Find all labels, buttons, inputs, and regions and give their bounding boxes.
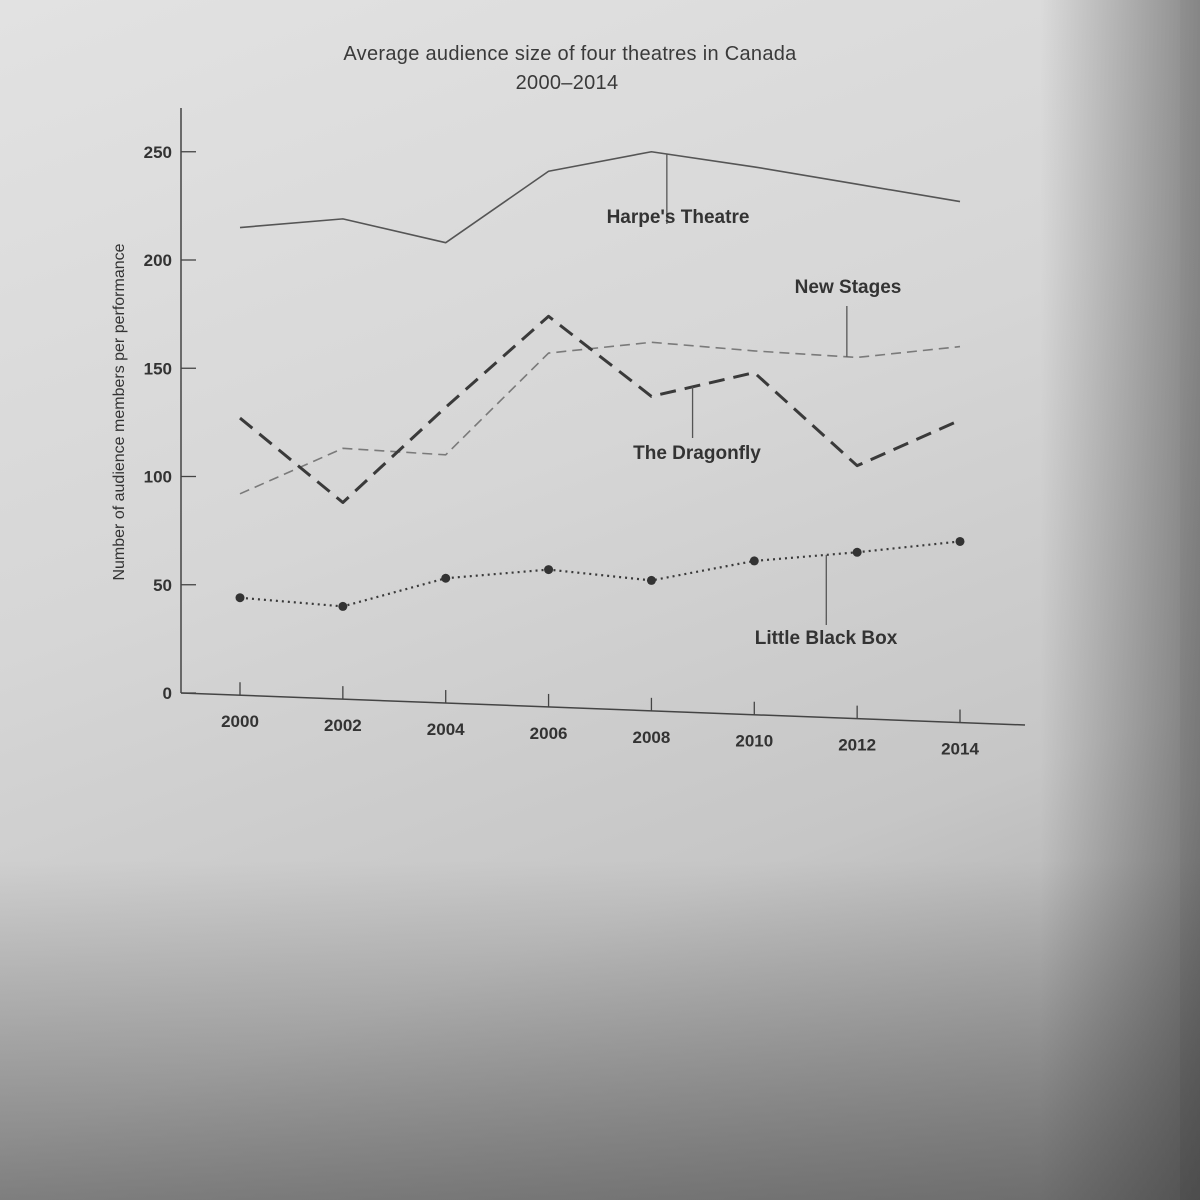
y-tick-label: 100 [144, 468, 172, 487]
x-tick-label: 2004 [427, 720, 465, 739]
data-point [749, 556, 759, 566]
series-line-0 [239, 150, 961, 244]
data-point [955, 536, 965, 546]
data-point [852, 547, 862, 557]
series-label: New Stages [795, 277, 902, 298]
y-tick-label: 200 [144, 251, 172, 270]
x-tick-label: 2010 [735, 732, 773, 751]
x-tick-label: 2002 [324, 716, 362, 735]
bottom-shadow [0, 860, 1200, 1200]
axes: 0 50 100 150 200 250 2000 2002 2004 2006 2008 2010 2… [144, 108, 1026, 759]
data-point [544, 565, 554, 575]
series-layer [235, 150, 965, 611]
y-tick-label: 50 [153, 576, 172, 595]
x-tick-label: 2014 [941, 740, 979, 759]
series-line-3 [239, 540, 961, 608]
x-tick-label: 2008 [633, 728, 671, 747]
y-axis-title: Number of audience members per performan… [111, 243, 128, 580]
data-point [441, 573, 451, 583]
data-point [338, 601, 348, 611]
series-line-2 [239, 314, 961, 504]
x-tick-label: 2012 [838, 736, 876, 755]
series-label: The Dragonfly [633, 443, 761, 464]
series-labels: Harpe's Theatre New Stages The Dragonfly Li… [607, 154, 902, 649]
y-tick-label: 0 [163, 684, 172, 703]
series-label: Little Black Box [755, 628, 898, 649]
y-tick-label: 250 [144, 143, 172, 162]
y-tick-label: 150 [144, 359, 172, 378]
x-tick-label: 2000 [221, 712, 259, 731]
chart-title: Average audience size of four theatres i… [343, 43, 797, 65]
series-line-1 [239, 341, 961, 495]
data-point [235, 593, 245, 603]
x-tick-label: 2006 [530, 724, 568, 743]
x-axis-line [180, 692, 1026, 726]
series-label: Harpe's Theatre [607, 207, 750, 228]
chart-subtitle: 2000–2014 [516, 72, 619, 94]
data-point [646, 575, 656, 585]
